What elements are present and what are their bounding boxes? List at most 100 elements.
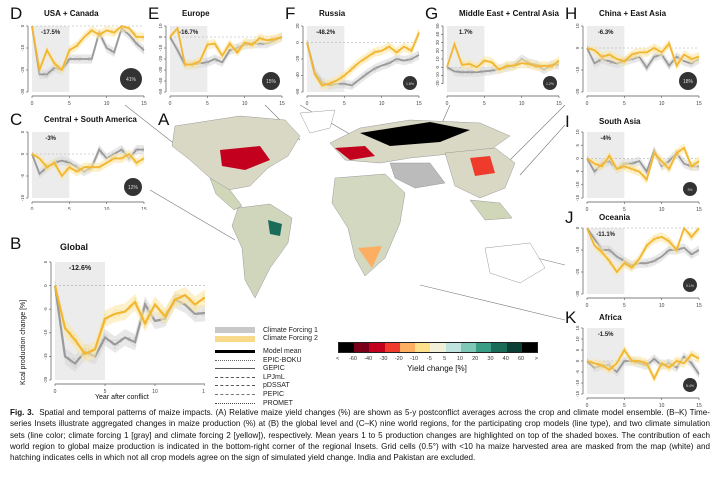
- x-tick-label: 5: [623, 101, 626, 107]
- panel-title: Global: [60, 242, 89, 252]
- inset-panel-c: C Central + South America 5 0 -5 -10 0 5 10 15 -3%…: [10, 110, 150, 210]
- legend-model-mean: Model mean: [215, 347, 318, 356]
- colorbar-cell: [384, 343, 400, 352]
- x-tick-label: 10: [659, 101, 665, 107]
- y-tick-label: -30: [158, 66, 163, 73]
- x-tick-label: 0: [54, 389, 57, 395]
- x-tick-label: 10: [152, 389, 158, 395]
- europe-loss: [335, 146, 375, 160]
- inset-panel-b: B Global 5 0 -5 -10 -15 -20 0 5 10 15 -12.6% Year aft…: [10, 232, 205, 402]
- y-tick-label: 0: [575, 226, 580, 229]
- model-mean-line-2: [446, 41, 560, 71]
- uncertainty-band: [587, 345, 699, 384]
- production-share-label: 1.8%: [406, 82, 414, 86]
- y-tick-label: -10: [575, 246, 580, 253]
- x-tick-label: 5: [104, 389, 107, 395]
- mean-change-label: -11.1%: [596, 232, 615, 238]
- x-tick-label: 5: [623, 403, 626, 408]
- x-tick-label: 10: [379, 101, 385, 107]
- x-tick-label: 0: [586, 207, 589, 212]
- time-series-plot: 5 0 -5 -10 0 5 10 15 -3% 12%: [20, 130, 147, 210]
- y-tick-label: -30: [20, 88, 25, 95]
- panel-title: China + East Asia: [599, 9, 667, 18]
- model-mean-line-2: [586, 41, 700, 68]
- production-share-badge: [683, 182, 697, 196]
- panel-title: Africa: [599, 313, 622, 322]
- colorbar-cell: [339, 343, 355, 352]
- colorbar-tick: 5: [443, 356, 447, 362]
- inset-panel-e: E Europe 10 0 -10 -20 -30 -40 -50 0 5 10 15 -16.7% 15%: [148, 4, 288, 109]
- colorbar-tick: -5: [426, 356, 432, 362]
- time-series-plot: 0 -10 -20 -30 0 5 10 15 -11.1% 0.1%: [575, 226, 702, 308]
- colorbar-tick: 20: [472, 356, 479, 362]
- y-tick-label: -10: [20, 44, 25, 51]
- production-share-label: 5.4%: [686, 384, 694, 388]
- y-tick-label: -50: [158, 88, 163, 95]
- y-tick-label: -10: [43, 329, 48, 336]
- model-mean-line-2: [53, 285, 205, 356]
- caption-fig-number: Fig. 3.: [10, 408, 34, 417]
- colorbar-tick: 30: [487, 356, 494, 362]
- colorbar-tick: -10: [410, 356, 419, 362]
- y-tick-label: -20: [20, 66, 25, 73]
- y-tick-label: -10: [20, 194, 25, 201]
- x-tick-label: 15: [141, 101, 147, 107]
- production-share-badge: [124, 178, 142, 196]
- mean-change-label: -12.6%: [69, 265, 92, 272]
- crop-model-line: [446, 43, 560, 71]
- panel-letter: E: [148, 4, 160, 23]
- panel-title: Russia: [319, 9, 346, 18]
- x-tick-label: 10: [659, 403, 665, 408]
- production-share-badge: [683, 278, 697, 292]
- y-tick-label: 10: [575, 336, 580, 342]
- y-tick-label: 0: [575, 157, 580, 160]
- x-tick-label: 5: [623, 207, 626, 212]
- time-series-plot: 5 0 -5 -10 -15 -20 0 5 10 15 -12.6%: [43, 260, 205, 395]
- model-mean-line-2: [169, 26, 283, 66]
- uncertainty-band: [32, 26, 144, 75]
- inset-panel-i: I South Asia 10 5 0 -5 -10 -15 0 5 10 15 -4% 3%: [565, 112, 715, 212]
- x-tick-label: 15: [279, 101, 285, 107]
- colorbar-cell: [354, 343, 370, 352]
- production-share-label: 1.2%: [546, 82, 554, 86]
- colorbar-ticks: < -60 -40 -30 -20 -10 -5 5 10 20 30 40 60 >: [330, 356, 544, 362]
- y-tick-label: 0: [158, 35, 163, 38]
- panel-title: Europe: [182, 9, 210, 18]
- world-yield-map: [171, 109, 546, 299]
- x-tick-label: 10: [659, 207, 665, 212]
- y-tick-label: -5: [43, 307, 48, 311]
- y-tick-label: -20: [43, 376, 48, 383]
- x-tick-label: 10: [519, 101, 525, 107]
- uncertainty-band: [55, 285, 205, 363]
- colorbar-tick: <: [336, 356, 340, 362]
- production-share-badge: [543, 76, 557, 90]
- y-tick-label: 50: [435, 23, 440, 29]
- x-tick-label: 15: [141, 207, 147, 210]
- production-share-label: 12%: [128, 185, 139, 191]
- colorbar-label: Yield change [%]: [407, 364, 467, 373]
- x-axis-label: Year after conflict: [95, 394, 149, 401]
- model-mean-line-2: [31, 152, 145, 178]
- x-tick-label: 5: [68, 101, 71, 107]
- y-tick-label: 0: [575, 359, 580, 362]
- crop-model-line: [54, 289, 205, 359]
- uncertainty-band: [170, 26, 282, 70]
- south-america: [231, 203, 293, 299]
- panel-title: Central + South America: [44, 115, 137, 124]
- colorbar-cell: [415, 343, 431, 352]
- russia-loss: [360, 122, 470, 146]
- y-tick-label: -10: [575, 181, 580, 188]
- y-tick-label: -5: [575, 169, 580, 173]
- crop-model-line: [169, 27, 283, 68]
- colorbar-cells: [338, 342, 538, 353]
- panel-letter: H: [565, 4, 578, 23]
- x-tick-label: 5: [68, 207, 71, 210]
- colorbar: < -60 -40 -30 -20 -10 -5 5 10 20 30 40 60 > Yield cha…: [336, 342, 544, 373]
- crop-model-line: [306, 40, 420, 87]
- panel-letter: K: [565, 308, 577, 327]
- x-tick-label: 10: [242, 101, 248, 107]
- x-tick-label: 10: [104, 101, 110, 107]
- y-tick-label: 30: [435, 40, 440, 46]
- colorbar-tick: 40: [502, 356, 509, 362]
